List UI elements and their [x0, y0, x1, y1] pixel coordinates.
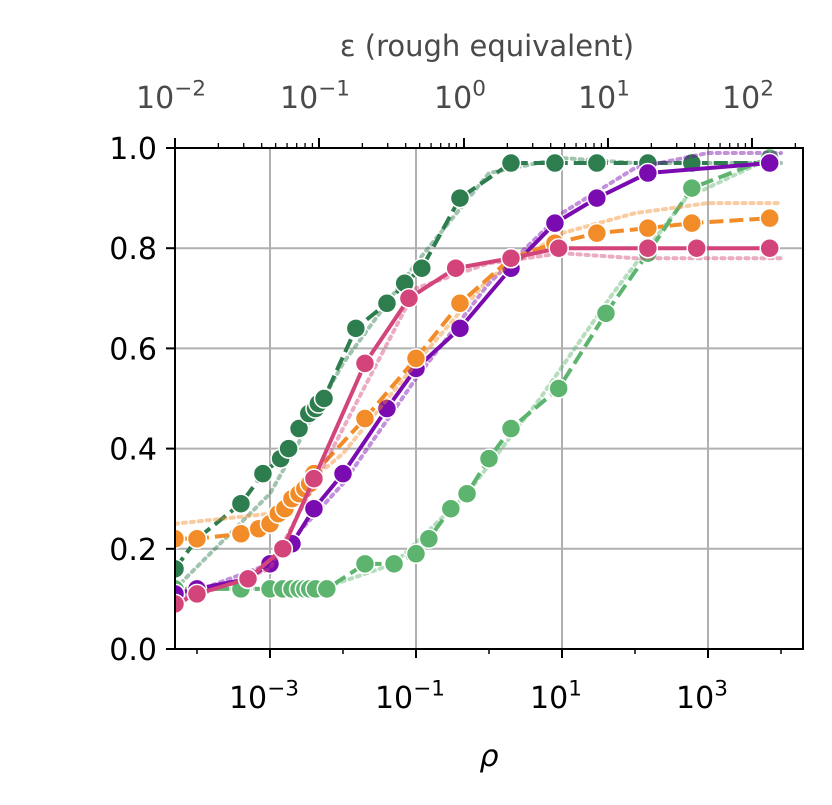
series-4-point	[759, 207, 780, 229]
top-tick-label: 10−1	[280, 76, 350, 116]
series-1-point	[500, 152, 522, 174]
series-4-point	[637, 217, 659, 239]
series-4-point	[186, 528, 208, 550]
series-5-point	[175, 593, 186, 615]
series-5-point	[272, 538, 294, 560]
axes: 10−3 10−1 101 103 0.0 0.2 0.4 0.6 0.8 1.0 10−2 10−1…	[109, 76, 796, 716]
series-3-point	[303, 498, 325, 519]
series-4-point	[681, 212, 703, 234]
x-axis-label: ρ	[479, 739, 498, 774]
series-3-point	[449, 318, 471, 339]
series-1-point	[288, 418, 310, 439]
y-tick-label: 0.0	[109, 633, 157, 668]
series-1-point	[175, 558, 186, 580]
series-2-point	[595, 303, 617, 324]
series-1-point	[345, 318, 367, 339]
series-5-point	[637, 237, 659, 259]
series-4-point	[586, 222, 608, 244]
series-5-line	[175, 246, 770, 606]
series-group	[175, 147, 784, 615]
series-4-point	[354, 408, 376, 429]
top-tick-label: 102	[722, 76, 774, 116]
series-4-point	[230, 523, 252, 545]
series-5	[175, 237, 784, 615]
series-1-point	[586, 152, 608, 174]
series-1-point	[252, 463, 274, 484]
series-1-point	[313, 388, 335, 409]
series-3-point	[586, 187, 608, 209]
series-3-point	[332, 463, 354, 484]
top-axis-label: ε (rough equivalent)	[340, 29, 634, 63]
series-3-point	[637, 162, 659, 184]
series-4-point	[175, 528, 186, 550]
x-tick-label: 10−1	[375, 676, 445, 716]
series-5-point	[500, 247, 522, 269]
top-tick-label: 100	[434, 76, 486, 116]
series-2-point	[681, 177, 703, 199]
y-tick-label: 0.4	[109, 433, 157, 468]
series-3-point	[259, 553, 281, 575]
top-tick-label: 10−2	[136, 76, 206, 116]
series-1-point	[544, 152, 566, 174]
series-1-line	[175, 161, 770, 571]
series-2-point	[383, 553, 405, 575]
series-1-point	[278, 438, 299, 459]
series-5-point	[303, 468, 325, 489]
series-2-point	[316, 578, 338, 600]
series-5-point	[548, 237, 569, 259]
series-3-point	[759, 152, 780, 174]
y-tick-label: 0.8	[109, 232, 157, 267]
series-3-point	[544, 212, 566, 234]
series-5-point	[398, 288, 420, 309]
series-5-point	[354, 353, 376, 374]
y-tick-label: 0.2	[109, 533, 157, 568]
x-tick-label: 10−3	[229, 676, 299, 716]
series-4-point	[405, 348, 427, 369]
series-1-point	[230, 493, 252, 514]
series-1-point	[411, 257, 433, 279]
series-5-point	[186, 583, 208, 605]
x-tick-label: 103	[676, 676, 728, 716]
series-1-point	[376, 293, 398, 314]
y-tick-label: 0.6	[109, 332, 157, 367]
series-2-point	[418, 528, 440, 550]
series-2-point	[456, 483, 478, 504]
series-5-point	[445, 257, 466, 279]
series-2-point	[500, 418, 522, 439]
series-2-point	[440, 498, 462, 519]
series-2-point	[354, 553, 376, 575]
series-2-point	[405, 543, 427, 565]
series-2-point	[478, 448, 500, 469]
x-tick-label: 101	[530, 676, 582, 716]
series-2-point	[548, 378, 569, 399]
series-4-point	[449, 293, 471, 314]
series-5-point	[759, 237, 780, 259]
series-3-point	[376, 398, 398, 419]
series-5-point	[237, 568, 259, 590]
series-1-point	[449, 187, 471, 209]
y-tick-label: 1.0	[109, 132, 157, 167]
series-5-point	[686, 237, 707, 259]
top-tick-label: 101	[578, 76, 630, 116]
